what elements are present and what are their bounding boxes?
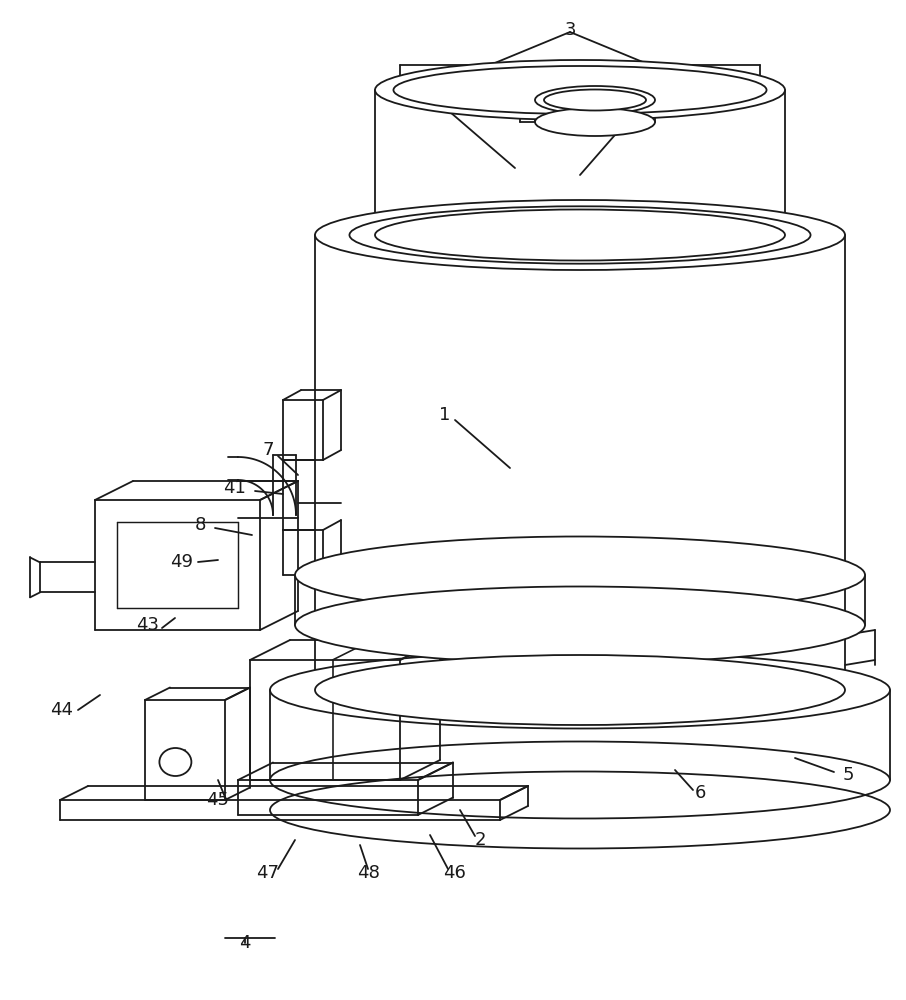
Ellipse shape (535, 86, 655, 114)
Text: 7: 7 (262, 441, 274, 459)
Text: 1: 1 (439, 406, 450, 424)
Text: 6: 6 (694, 784, 706, 802)
Text: 41: 41 (224, 479, 246, 497)
Text: 48: 48 (357, 864, 380, 882)
Text: 46: 46 (444, 864, 467, 882)
Text: 49: 49 (170, 553, 194, 571)
Ellipse shape (544, 90, 646, 110)
Text: 8: 8 (194, 516, 206, 534)
Ellipse shape (535, 108, 655, 136)
Ellipse shape (159, 748, 191, 776)
Ellipse shape (295, 536, 865, 613)
Text: 47: 47 (256, 864, 279, 882)
Text: 2: 2 (474, 831, 486, 849)
Ellipse shape (295, 586, 865, 664)
Text: 37: 37 (419, 94, 441, 112)
Ellipse shape (270, 742, 890, 818)
Text: 42: 42 (169, 753, 191, 771)
Text: 43: 43 (137, 616, 159, 634)
Ellipse shape (375, 210, 785, 260)
Ellipse shape (375, 60, 785, 120)
Text: 3: 3 (564, 21, 575, 39)
Text: 4: 4 (239, 934, 251, 952)
Ellipse shape (315, 200, 845, 270)
Text: 38: 38 (629, 94, 651, 112)
Ellipse shape (315, 655, 845, 725)
Text: 44: 44 (51, 701, 73, 719)
Ellipse shape (270, 652, 890, 728)
Text: 45: 45 (207, 791, 229, 809)
Ellipse shape (393, 66, 766, 114)
Ellipse shape (350, 206, 811, 264)
Text: 5: 5 (843, 766, 853, 784)
